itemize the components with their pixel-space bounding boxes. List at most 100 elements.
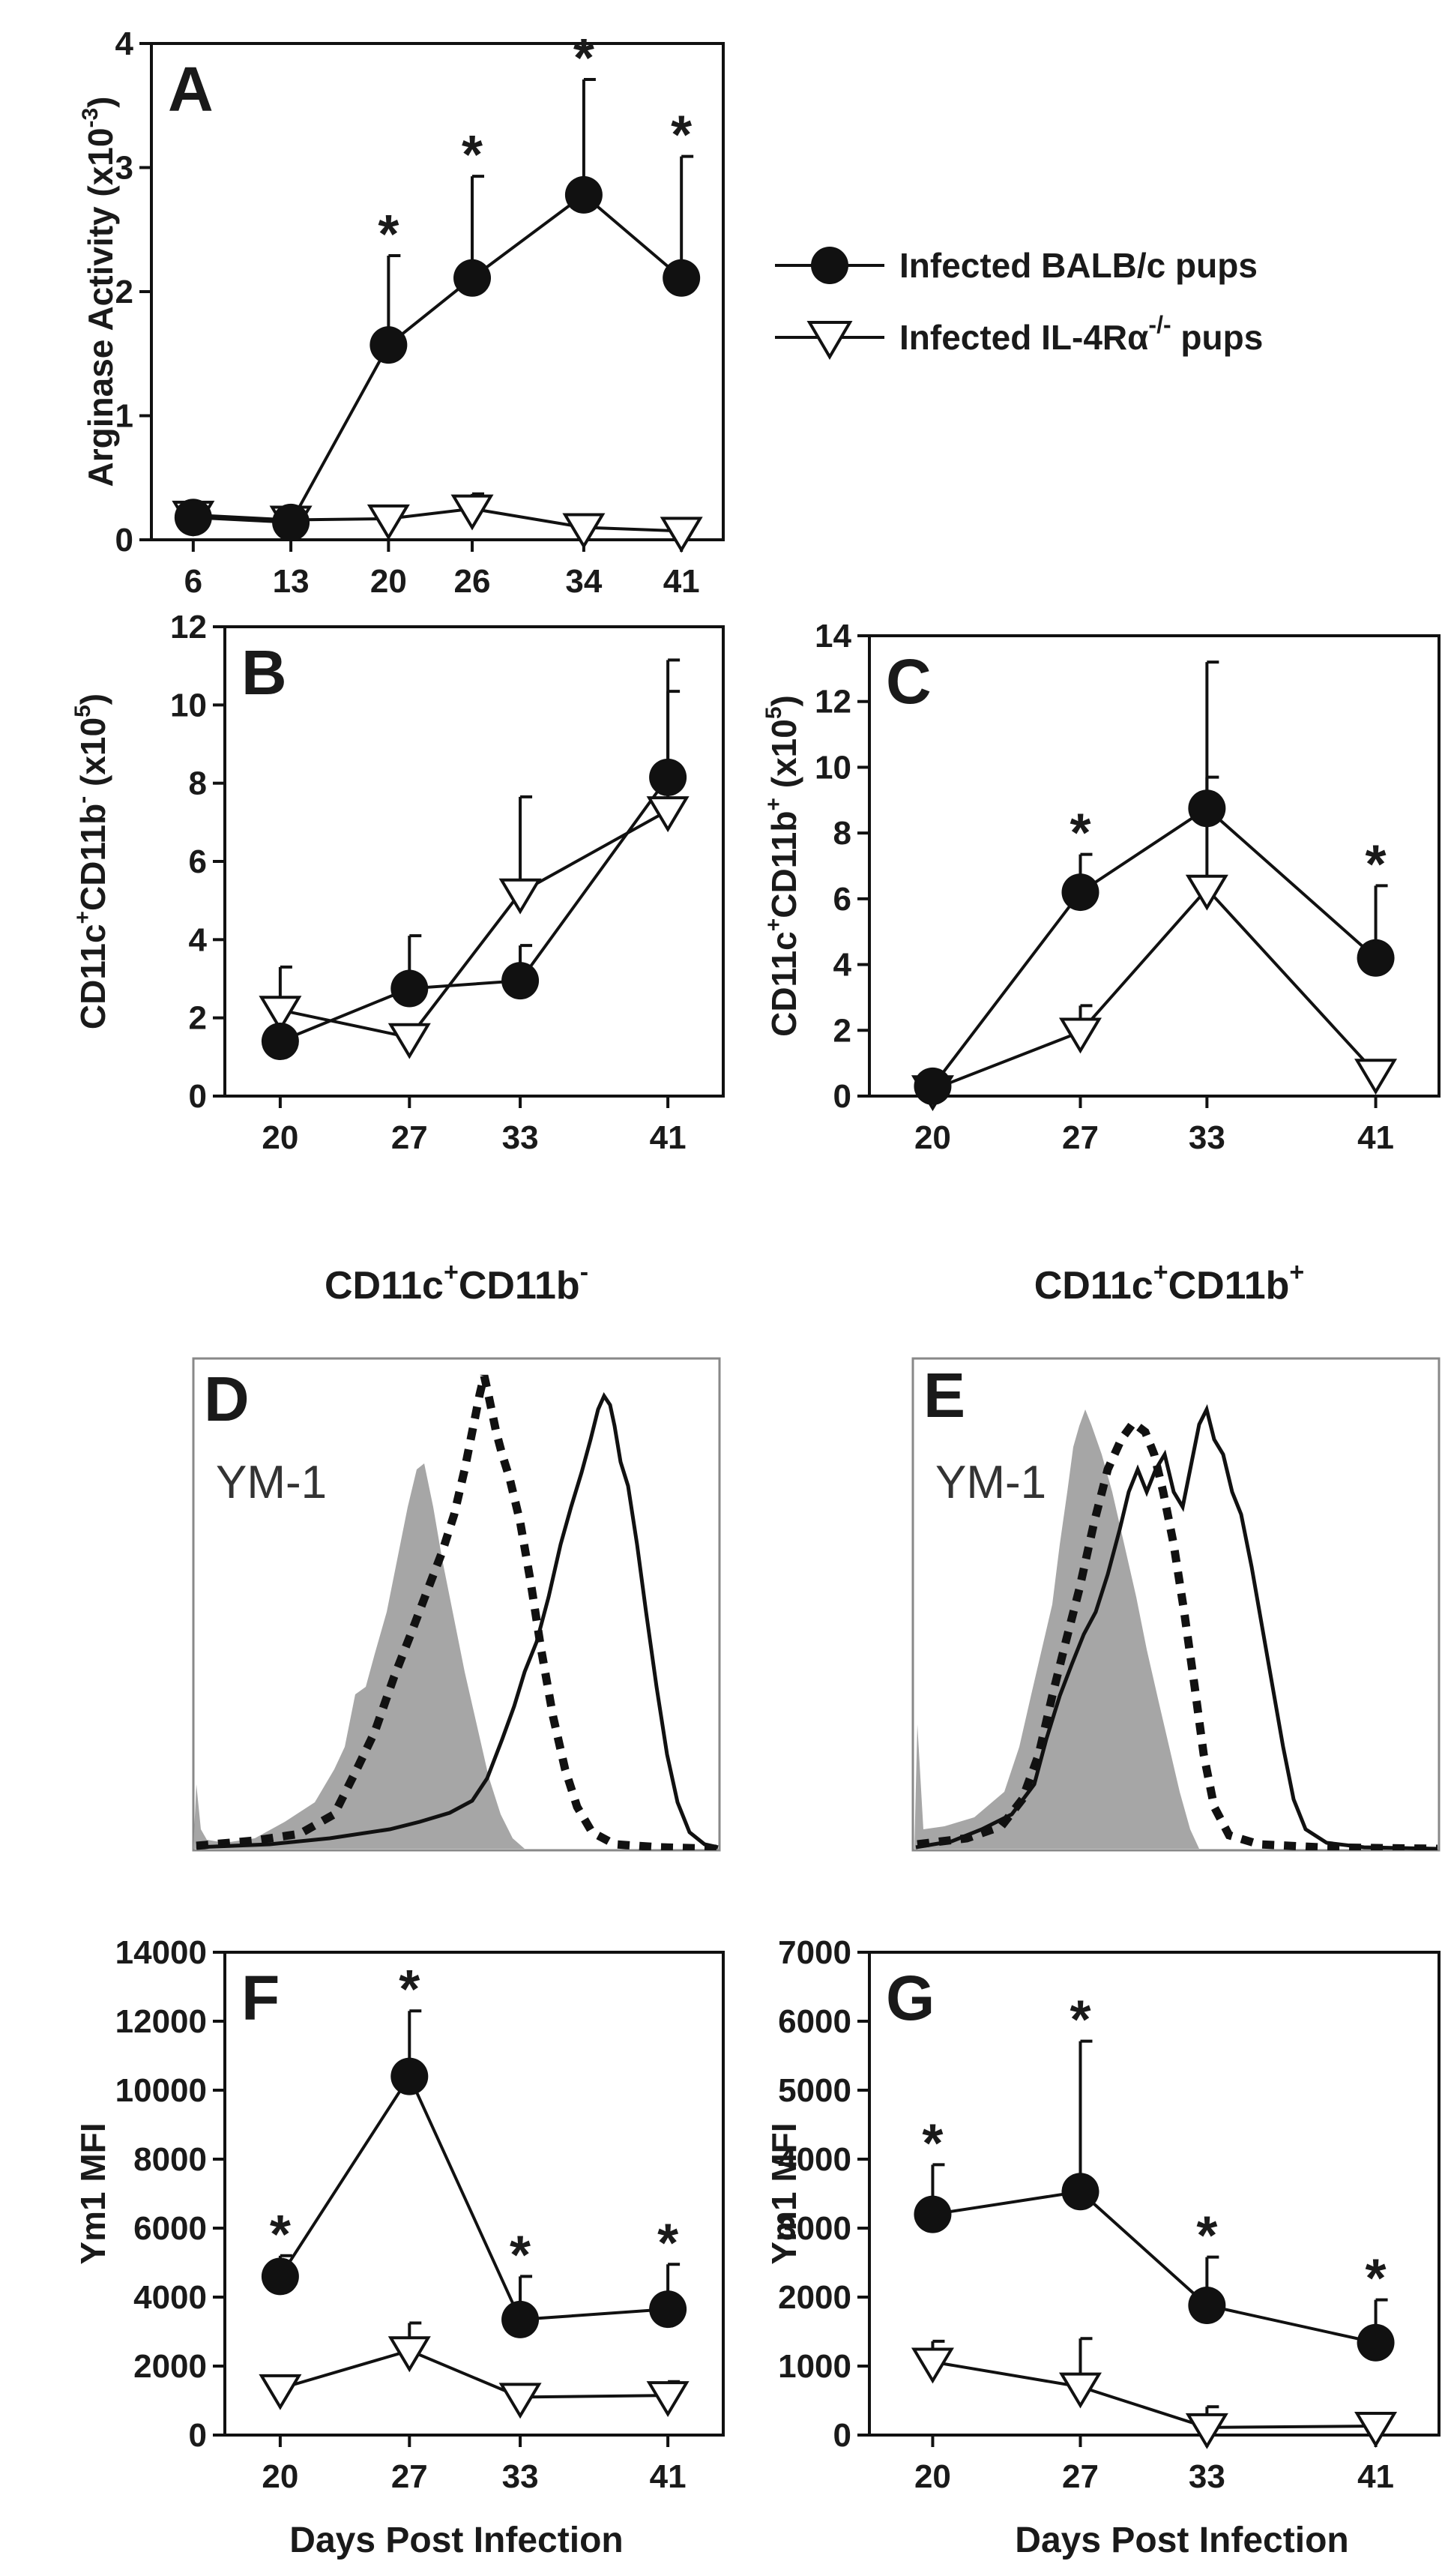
panel-a-balbc-point [564,175,603,214]
panel-c-il4ra-line [932,886,1378,1092]
panel-b-balbc-point [501,962,540,1000]
panel-c-frame [868,634,1441,1098]
panel-c-label: C [886,646,932,717]
panel-b: 0 2 4 6 8 10 12 20 27 33 41 CD11c+CD11b- (x105) B [70,609,725,1156]
panel-b-xtick-label: 41 [650,1119,687,1156]
panel-f-xtick-label: 20 [262,2458,298,2495]
panel-c-ytick-label: 0 [833,1078,851,1115]
panel-b-ytick-label: 12 [170,609,207,645]
panel-c-significance-star: * [1366,834,1387,894]
panel-f: 0 2000 4000 6000 8000 10000 12000 14000 20 27 33 41… [73,1934,725,2495]
panel-f-ytick-label: 6000 [133,2210,207,2247]
panel-f-xtick-label: 41 [650,2458,687,2495]
panel-e-il4ra-curve [917,1417,1438,1850]
panel-b-ytick-label: 4 [189,921,208,958]
panel-c-ytick-label: 4 [833,947,852,984]
panel-g-ytick-label: 7000 [778,1934,851,1971]
panel-g-balbc-point [914,2195,952,2233]
panel-g-balbc-point [1061,2173,1099,2211]
panel-a-xtick-label: 26 [454,563,491,600]
panel-f-significance-star: * [270,2205,291,2265]
panel-c-xtick-label: 41 [1357,1119,1394,1156]
panel-a-il4ra-point [660,517,703,553]
panel-c-ytick-label: 8 [833,815,851,852]
panel-a-ytick-label: 3 [115,150,133,187]
panel-c-significance-star: * [1070,804,1090,864]
legend: Infected BALB/c pups Infected IL-4Rα-/- … [775,246,1263,360]
panel-c-il4ra-point [1185,874,1228,911]
panel-a-ytick-label: 0 [115,522,133,559]
legend-label-balbc: Infected BALB/c pups [899,246,1258,285]
panel-c-il4ra-point [1058,1017,1102,1054]
panel-g-significance-star: * [1196,2206,1217,2266]
panel-g-balbc-point [1357,2323,1395,2362]
panel-e-isotype-fill [914,1409,1199,1849]
panel-b-balbc-point [261,1022,299,1060]
panel-c-balbc-point [1061,873,1099,912]
panel-f-frame [223,1951,725,2437]
panel-e-label: E [923,1360,965,1430]
panel-b-xtick-label: 20 [262,1119,298,1156]
panel-f-il4ra-line [280,2349,669,2399]
panel-a-balbc-point [369,326,408,364]
panel-d-balbc-curve [196,1391,719,1850]
panel-a-ytick-label: 1 [115,398,133,435]
panel-b-ytick-label: 8 [189,765,207,802]
panel-g-xtick-label: 20 [914,2458,951,2495]
panel-b-balbc-point [390,969,429,1008]
panel-a-il4ra-point [562,513,606,550]
panel-b-ylabel: CD11c+CD11b- (x105) [70,693,112,1029]
panel-g-significance-star: * [1070,1990,1090,2050]
panel-f-ytick-label: 12000 [115,2003,207,2040]
panel-b-il4ra-point [646,796,690,833]
panel-g-il4ra-point [1354,2412,1398,2448]
panel-c-balbc-point [1188,789,1226,828]
panel-a-xtick-label: 34 [565,563,602,600]
panel-e-title: CD11c+CD11b+ [1034,1258,1305,1307]
panel-a-ylabel: Arginase Activity (x10-3) [78,97,120,487]
panel-a-il4ra-point [366,504,410,541]
panel-f-ytick-label: 14000 [115,1934,207,1971]
panel-f-xtick-label: 27 [391,2458,428,2495]
panel-b-il4ra-point [259,996,302,1032]
panel-a-xtick-label: 6 [184,563,202,600]
panel-b-il4ra-point [498,878,542,915]
panel-d-title: CD11c+CD11b- [325,1258,588,1307]
legend-item-il4ra: Infected IL-4Rα-/- pups [775,311,1263,360]
panel-b-balbc-point [649,758,687,796]
panel-g-ytick-label: 3000 [778,2210,851,2247]
panel-a-xtick-label: 41 [663,563,700,600]
panel-g-il4ra-point [1185,2413,1228,2449]
panel-a-label: A [168,54,214,124]
panel-a-significance-star: * [462,125,483,185]
panel-g-xtick-label: 33 [1189,2458,1225,2495]
panel-a-balbc-line [193,193,683,524]
panel-f-balbc-point [390,2057,429,2095]
panel-a-balbc-point [663,259,701,297]
panel-f-label: F [241,1963,280,2033]
panel-g-significance-star: * [1366,2249,1387,2309]
panel-g-ytick-label: 4000 [778,2141,851,2178]
panel-d: CD11c+CD11b- D YM-1 [192,1258,721,1852]
panel-c-ytick-label: 6 [833,881,851,918]
panel-b-ytick-label: 6 [189,843,207,880]
panel-c-il4ra-point [1354,1059,1398,1095]
panel-g-balbc-point [1188,2287,1226,2325]
panel-b-xtick-label: 27 [391,1119,428,1156]
panel-e-balbc-curve [915,1403,1438,1850]
panel-d-il4ra-curve [196,1374,719,1850]
panel-g-il4ra-line [932,2360,1376,2429]
panel-a-balbc-point [453,259,492,297]
panel-g-xtick-label: 27 [1062,2458,1099,2495]
panel-g-xlabel: Days Post Infection [1015,2521,1348,2560]
panel-g-ytick-label: 5000 [778,2072,851,2109]
panel-c-balbc-point [914,1067,952,1105]
panel-a-xtick-label: 20 [370,563,407,600]
panel-g-balbc-line [932,2190,1376,2344]
panel-f-xlabel: Days Post Infection [289,2521,623,2560]
panel-a-significance-star: * [671,106,692,166]
panel-a-balbc-point [272,503,310,541]
panel-a-xtick-label: 13 [273,563,310,600]
panel-c-ylabel: CD11c+CD11b+ (x105) [761,695,803,1037]
panel-f-il4ra-point [646,2381,690,2418]
